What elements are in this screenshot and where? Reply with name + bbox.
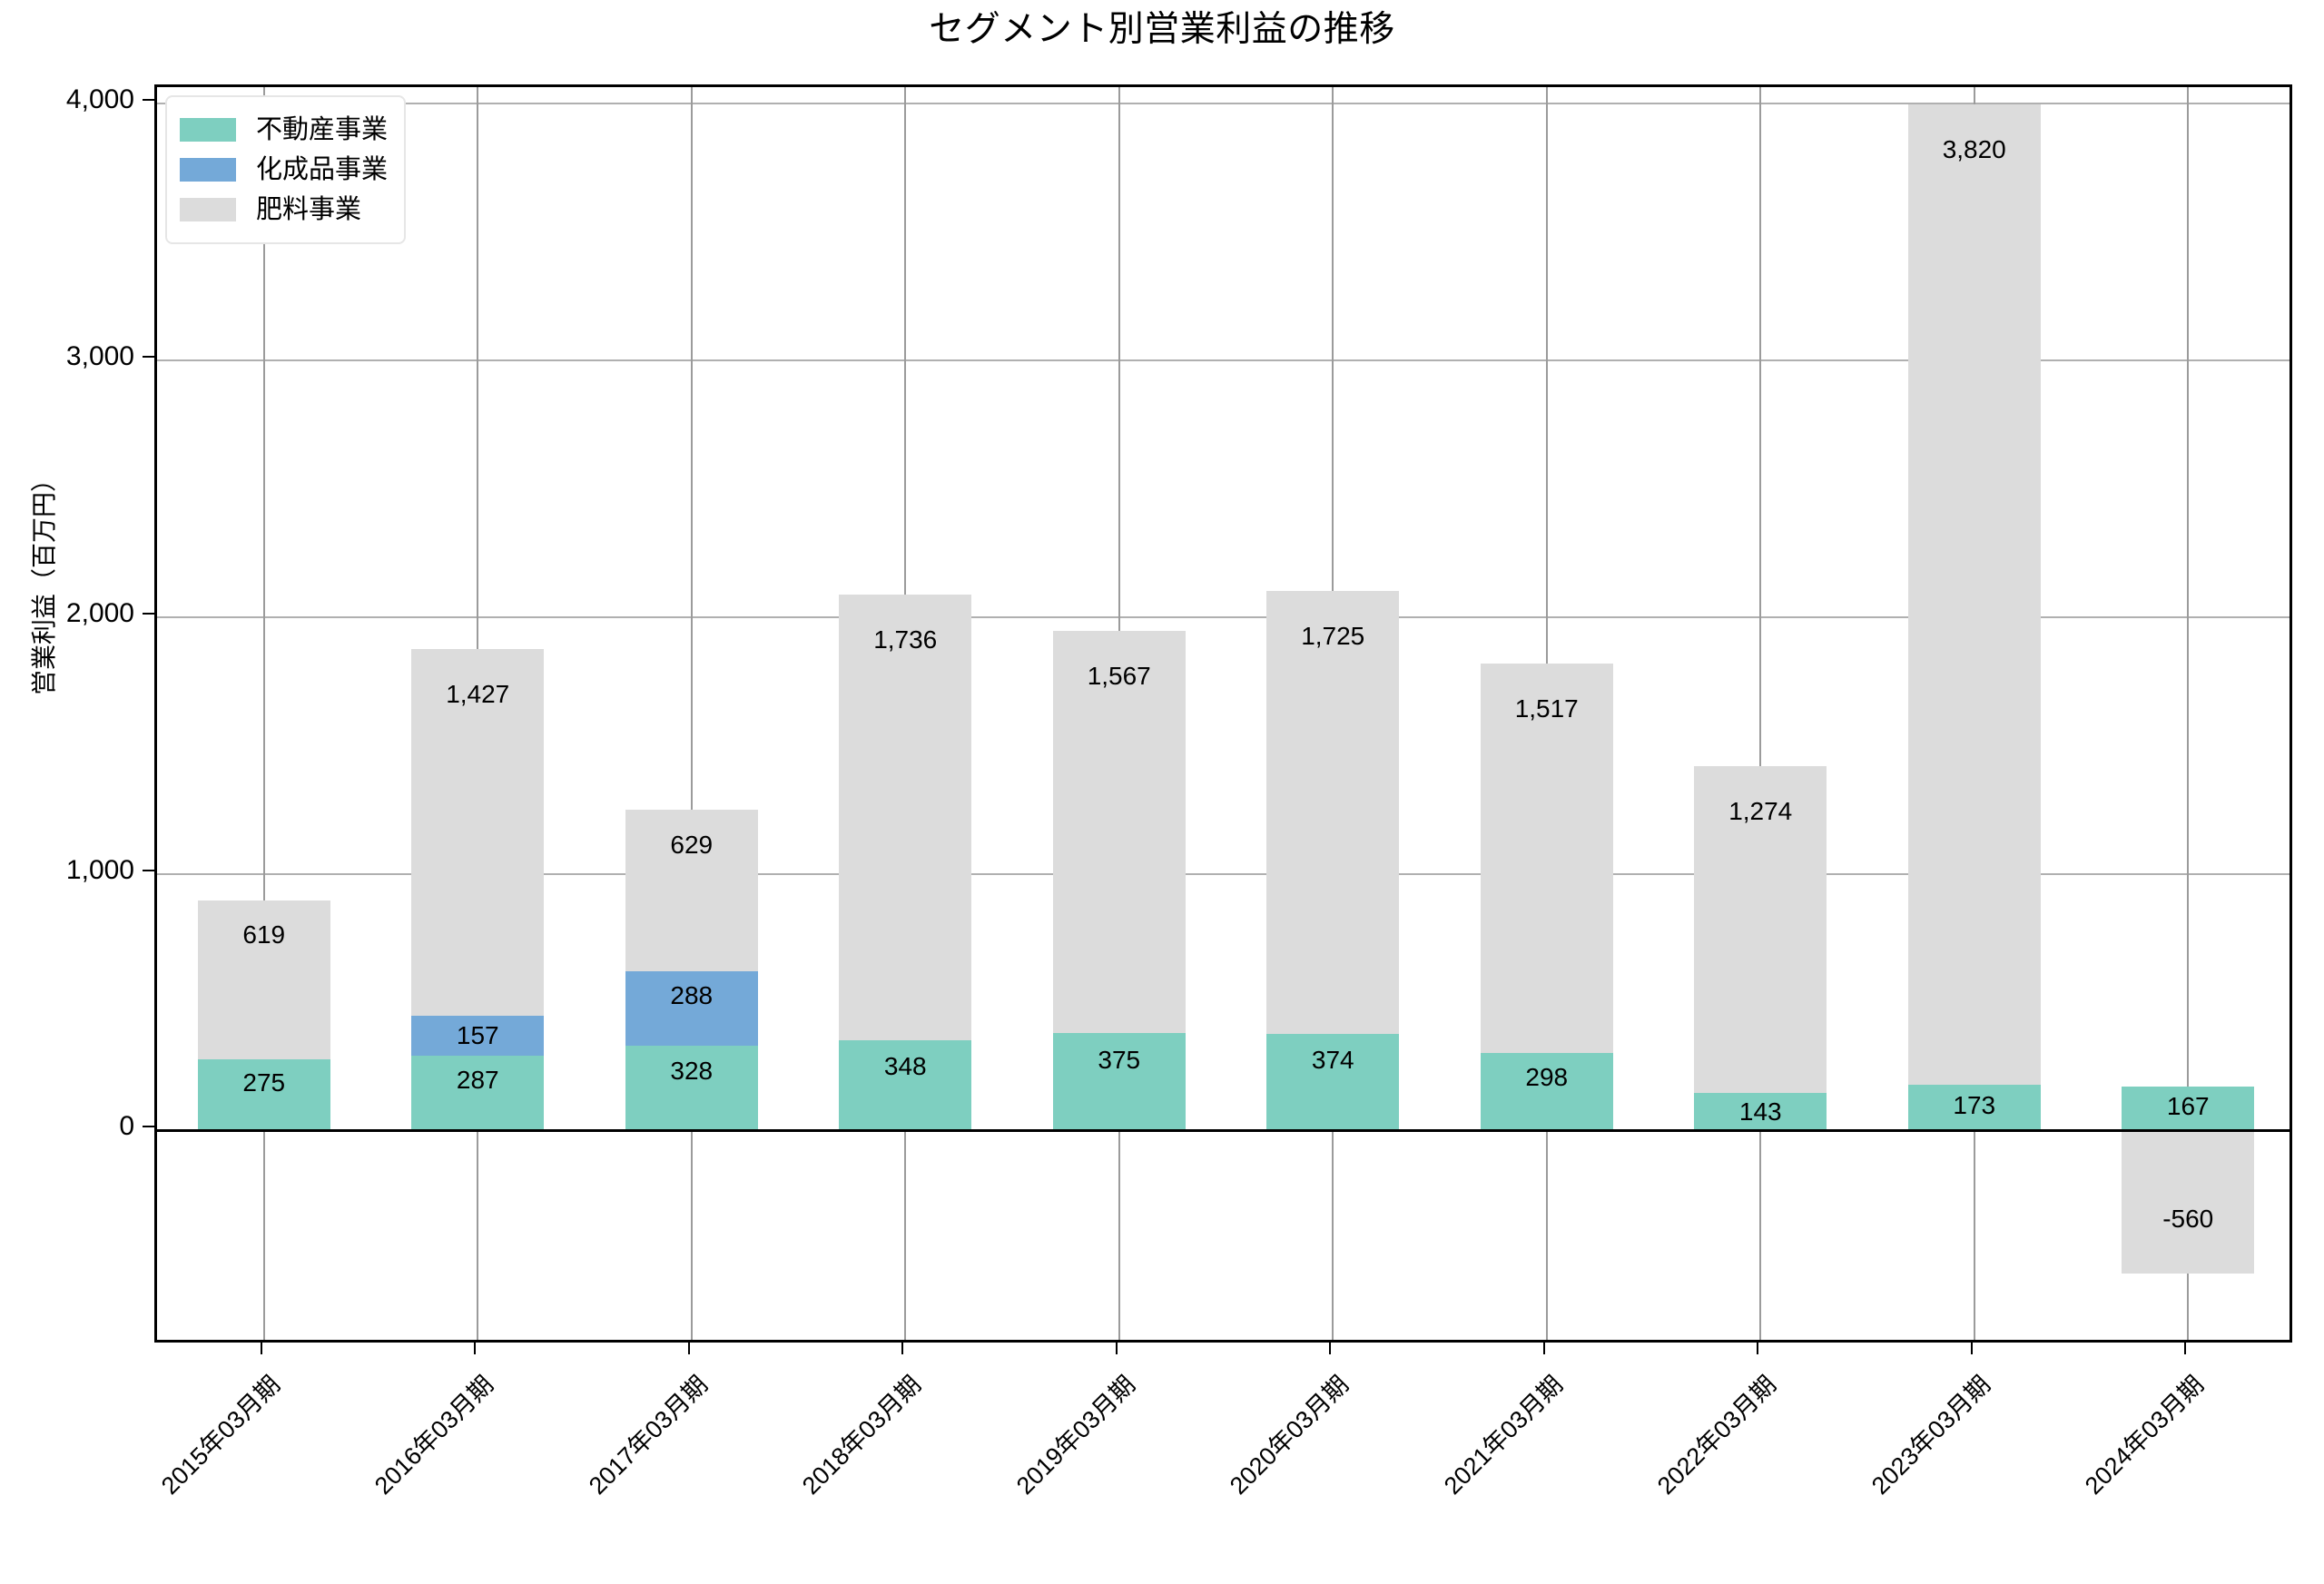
chart-figure: セグメント別営業利益の推移 営業利益（百万円） 0 1,000 2,000 3,000… xyxy=(30,10,2292,1500)
bar-segment[interactable] xyxy=(839,594,972,1040)
gridline-horizontal xyxy=(157,102,2290,104)
x-tick-label: 2016年03月期 xyxy=(369,1370,499,1500)
x-tick-mark xyxy=(260,1343,262,1354)
x-tick-label: 2019年03月期 xyxy=(1010,1370,1140,1500)
bar-segment[interactable] xyxy=(625,971,758,1046)
bar-segment[interactable] xyxy=(1694,765,1827,1093)
x-tick-label: 2018年03月期 xyxy=(797,1370,927,1500)
bar-segment[interactable] xyxy=(625,1045,758,1130)
legend-swatch-fertilizer xyxy=(180,198,236,221)
plot-inner: 275 619 287 157 1,427 328 288 629 348 1,736 375 1,5… xyxy=(157,87,2290,1340)
x-tick-label: 2017年03月期 xyxy=(583,1370,713,1500)
legend-item[interactable]: 肥料事業 xyxy=(180,190,388,230)
chart-title: セグメント別営業利益の推移 xyxy=(929,10,1395,49)
bar-segment[interactable] xyxy=(1266,590,1400,1034)
bar-segment[interactable] xyxy=(411,1015,545,1057)
y-tick-mark xyxy=(143,869,154,871)
legend-label-fertilizer: 肥料事業 xyxy=(256,194,362,224)
bar-segment[interactable] xyxy=(197,900,330,1059)
gridline-vertical xyxy=(690,87,693,1340)
bar-segment[interactable] xyxy=(839,1039,972,1130)
gridline-vertical xyxy=(262,87,265,1340)
y-tick-mark xyxy=(143,98,154,101)
gridline-horizontal xyxy=(157,872,2290,875)
x-tick-label: 2021年03月期 xyxy=(1438,1370,1568,1500)
y-tick-label: 2,000 xyxy=(65,597,134,628)
bar-segment[interactable] xyxy=(1907,103,2041,1086)
x-tick-mark xyxy=(1329,1343,1332,1354)
x-tick-mark xyxy=(901,1343,904,1354)
y-tick-label: 0 xyxy=(119,1111,134,1142)
bar-segment[interactable] xyxy=(411,1056,545,1130)
bar-segment[interactable] xyxy=(1266,1033,1400,1130)
gridline-vertical xyxy=(1759,87,1762,1340)
x-tick-mark xyxy=(1542,1343,1545,1354)
legend-swatch-chemical xyxy=(180,158,236,182)
y-tick-label: 4,000 xyxy=(65,84,134,114)
x-tick-label: 2023年03月期 xyxy=(1866,1370,1995,1500)
bar-segment[interactable] xyxy=(197,1058,330,1130)
x-tick-label: 2015年03月期 xyxy=(155,1370,285,1500)
x-tick-mark xyxy=(1970,1343,1973,1354)
x-tick-label: 2024年03月期 xyxy=(2080,1370,2210,1500)
bar-segment[interactable] xyxy=(1052,631,1186,1034)
legend-label-real-estate: 不動産事業 xyxy=(256,114,389,144)
gridline-horizontal xyxy=(157,615,2290,618)
x-tick-mark xyxy=(1757,1343,1759,1354)
x-tick-mark xyxy=(1115,1343,1118,1354)
y-tick-label: 1,000 xyxy=(65,854,134,885)
x-tick-mark xyxy=(687,1343,690,1354)
bar-segment[interactable] xyxy=(2122,1087,2255,1130)
y-tick-mark xyxy=(143,1126,154,1128)
x-tick-label: 2020年03月期 xyxy=(1225,1370,1354,1500)
x-tick-label: 2022年03月期 xyxy=(1652,1370,1782,1500)
bar-segment[interactable] xyxy=(2122,1129,2255,1274)
plot-area: 275 619 287 157 1,427 328 288 629 348 1,736 375 1,5… xyxy=(154,84,2292,1343)
bar-segment[interactable] xyxy=(1480,664,1613,1054)
x-tick-mark xyxy=(2184,1343,2187,1354)
legend-label-chemical: 化成品事業 xyxy=(256,154,389,184)
chart-legend: 不動産事業 化成品事業 肥料事業 xyxy=(165,95,407,244)
gridline-vertical xyxy=(2187,87,2190,1340)
x-tick-mark xyxy=(474,1343,477,1354)
bar-segment[interactable] xyxy=(1480,1053,1613,1130)
bar-segment[interactable] xyxy=(1052,1033,1186,1130)
legend-item[interactable]: 化成品事業 xyxy=(180,150,388,190)
bar-segment[interactable] xyxy=(1694,1092,1827,1130)
y-tick-label: 3,000 xyxy=(65,340,134,371)
legend-item[interactable]: 不動産事業 xyxy=(180,110,388,150)
y-tick-mark xyxy=(143,612,154,615)
zero-line xyxy=(157,1129,2290,1133)
y-axis-label: 営業利益（百万円） xyxy=(30,467,58,696)
gridline-horizontal xyxy=(157,359,2290,361)
legend-swatch-real-estate xyxy=(180,118,236,142)
bar-segment[interactable] xyxy=(411,649,545,1016)
bar-segment[interactable] xyxy=(625,810,758,972)
y-tick-mark xyxy=(143,355,154,358)
bar-segment[interactable] xyxy=(1907,1085,2041,1130)
